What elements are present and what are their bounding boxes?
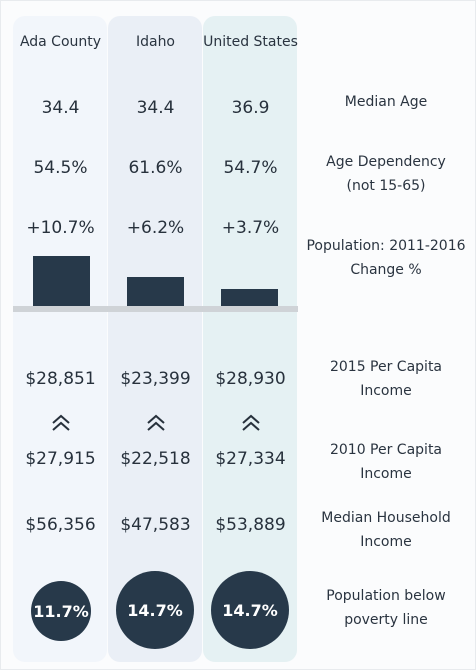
poverty-circle-ada: 11.7% xyxy=(31,581,91,641)
age-dependency-idaho: 61.6% xyxy=(128,158,183,178)
double-chevron-up-icon xyxy=(203,414,298,436)
column-united-states xyxy=(203,16,297,662)
median-age-us: 36.9 xyxy=(231,98,270,118)
median-age-idaho: 34.4 xyxy=(136,98,175,118)
household-income-idaho: $47,583 xyxy=(120,515,191,535)
population-change-bar-us xyxy=(221,289,278,306)
age-dependency-us: 54.7% xyxy=(223,158,278,178)
income-2015-idaho: $23,399 xyxy=(120,369,191,389)
income-2010-us: $27,334 xyxy=(215,449,286,469)
label-age-dependency-line1: Age Dependency xyxy=(326,154,446,170)
label-income-2010: 2010 Per Capita Income xyxy=(300,438,472,486)
population-change-ada: +10.7% xyxy=(26,218,95,238)
income-2015-us: $28,930 xyxy=(215,369,286,389)
label-age-dependency-line2: (not 15-65) xyxy=(346,178,426,194)
median-age-ada: 34.4 xyxy=(41,98,80,118)
label-household-income-line1: Median Household xyxy=(321,510,451,526)
label-population-change-line1: Population: 2011-2016 xyxy=(306,238,466,254)
label-income-2010-line1: 2010 Per Capita xyxy=(329,442,443,458)
label-income-2010-line2: Income xyxy=(360,466,412,482)
section-divider xyxy=(13,306,298,312)
double-chevron-up-icon xyxy=(108,414,203,436)
income-2010-idaho: $22,518 xyxy=(120,449,191,469)
population-change-idaho: +6.2% xyxy=(126,218,185,238)
population-change-bar-idaho xyxy=(127,277,184,306)
label-age-dependency: Age Dependency (not 15-65) xyxy=(300,150,472,198)
header-united-states: United States xyxy=(203,34,298,50)
population-change-us: +3.7% xyxy=(221,218,280,238)
income-2010-ada: $27,915 xyxy=(25,449,96,469)
age-dependency-ada: 54.5% xyxy=(33,158,88,178)
label-household-income: Median Household Income xyxy=(300,506,472,554)
poverty-circle-idaho: 14.7% xyxy=(116,571,194,649)
label-poverty: Population below poverty line xyxy=(300,584,472,632)
label-income-2015-line1: 2015 Per Capita xyxy=(329,359,443,375)
label-income-2015: 2015 Per Capita Income xyxy=(300,355,472,403)
label-median-age-text: Median Age xyxy=(344,94,428,110)
household-income-us: $53,889 xyxy=(215,515,286,535)
column-ada-county xyxy=(13,16,107,662)
label-income-2015-line2: Income xyxy=(360,383,412,399)
label-median-age: Median Age xyxy=(300,90,472,114)
household-income-ada: $56,356 xyxy=(25,515,96,535)
label-poverty-line2: poverty line xyxy=(344,612,428,628)
double-chevron-up-icon xyxy=(13,414,108,436)
population-change-bar-ada xyxy=(33,256,90,306)
label-population-change-line2: Change % xyxy=(350,262,422,278)
column-idaho xyxy=(108,16,202,662)
income-2015-ada: $28,851 xyxy=(25,369,96,389)
label-population-change: Population: 2011-2016 Change % xyxy=(300,234,472,282)
header-idaho: Idaho xyxy=(135,34,176,50)
header-ada-county: Ada County xyxy=(19,34,102,50)
poverty-circle-us: 14.7% xyxy=(211,571,289,649)
label-household-income-line2: Income xyxy=(360,534,412,550)
label-poverty-line1: Population below xyxy=(326,588,446,604)
